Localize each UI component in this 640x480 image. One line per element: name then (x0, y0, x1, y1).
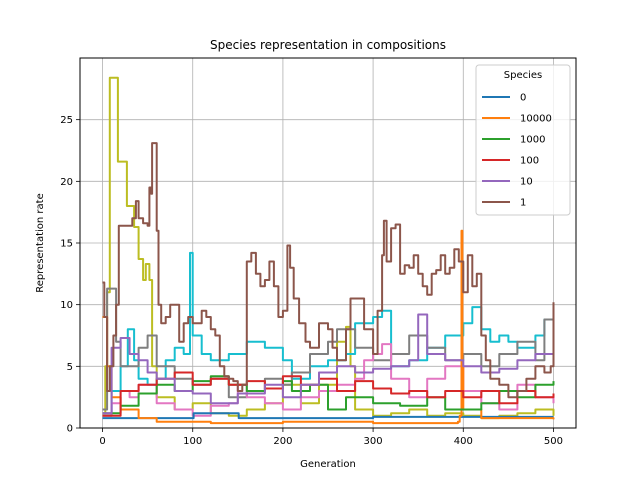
x-tick-label: 0 (99, 436, 105, 447)
chart-title: Species representation in compositions (210, 38, 446, 52)
legend-entry: 100 (520, 156, 539, 167)
legend-box (475, 64, 571, 216)
legend: Species 0 10000 1000 100 10 1 (475, 64, 571, 216)
x-tick-label: 400 (454, 436, 473, 447)
series-line-1 (102, 142, 555, 399)
x-axis: 0 100 200 300 400 500 (99, 428, 563, 447)
legend-entry: 1 (520, 198, 526, 209)
y-tick-label: 5 (67, 362, 73, 373)
legend-entry: 0 (520, 93, 526, 104)
series-line-unlabeled-6 (102, 76, 555, 420)
y-tick-label: 0 (67, 424, 73, 435)
series-line-10 (102, 313, 555, 415)
legend-entry: 10 (520, 177, 533, 188)
y-tick-label: 15 (60, 239, 73, 250)
series-line-0 (102, 412, 554, 420)
y-tick-label: 25 (60, 115, 73, 126)
y-axis-label: Representation rate (35, 193, 46, 292)
series-line-unlabeled-8 (102, 287, 555, 411)
series-line-100 (102, 371, 555, 417)
x-tick-label: 100 (183, 436, 202, 447)
x-tick-label: 300 (364, 436, 383, 447)
legend-entry: 10000 (520, 114, 552, 125)
y-tick-label: 20 (60, 177, 73, 188)
x-axis-label: Generation (300, 459, 356, 470)
legend-items: 0 10000 1000 100 10 1 (482, 93, 552, 209)
x-tick-label: 500 (544, 436, 563, 447)
x-tick-label: 200 (273, 436, 292, 447)
series-layer (102, 76, 555, 425)
legend-entry: 1000 (520, 135, 545, 146)
legend-title: Species (504, 70, 543, 81)
y-tick-label: 10 (60, 300, 73, 311)
y-axis: 0 5 10 15 20 25 (60, 115, 80, 435)
